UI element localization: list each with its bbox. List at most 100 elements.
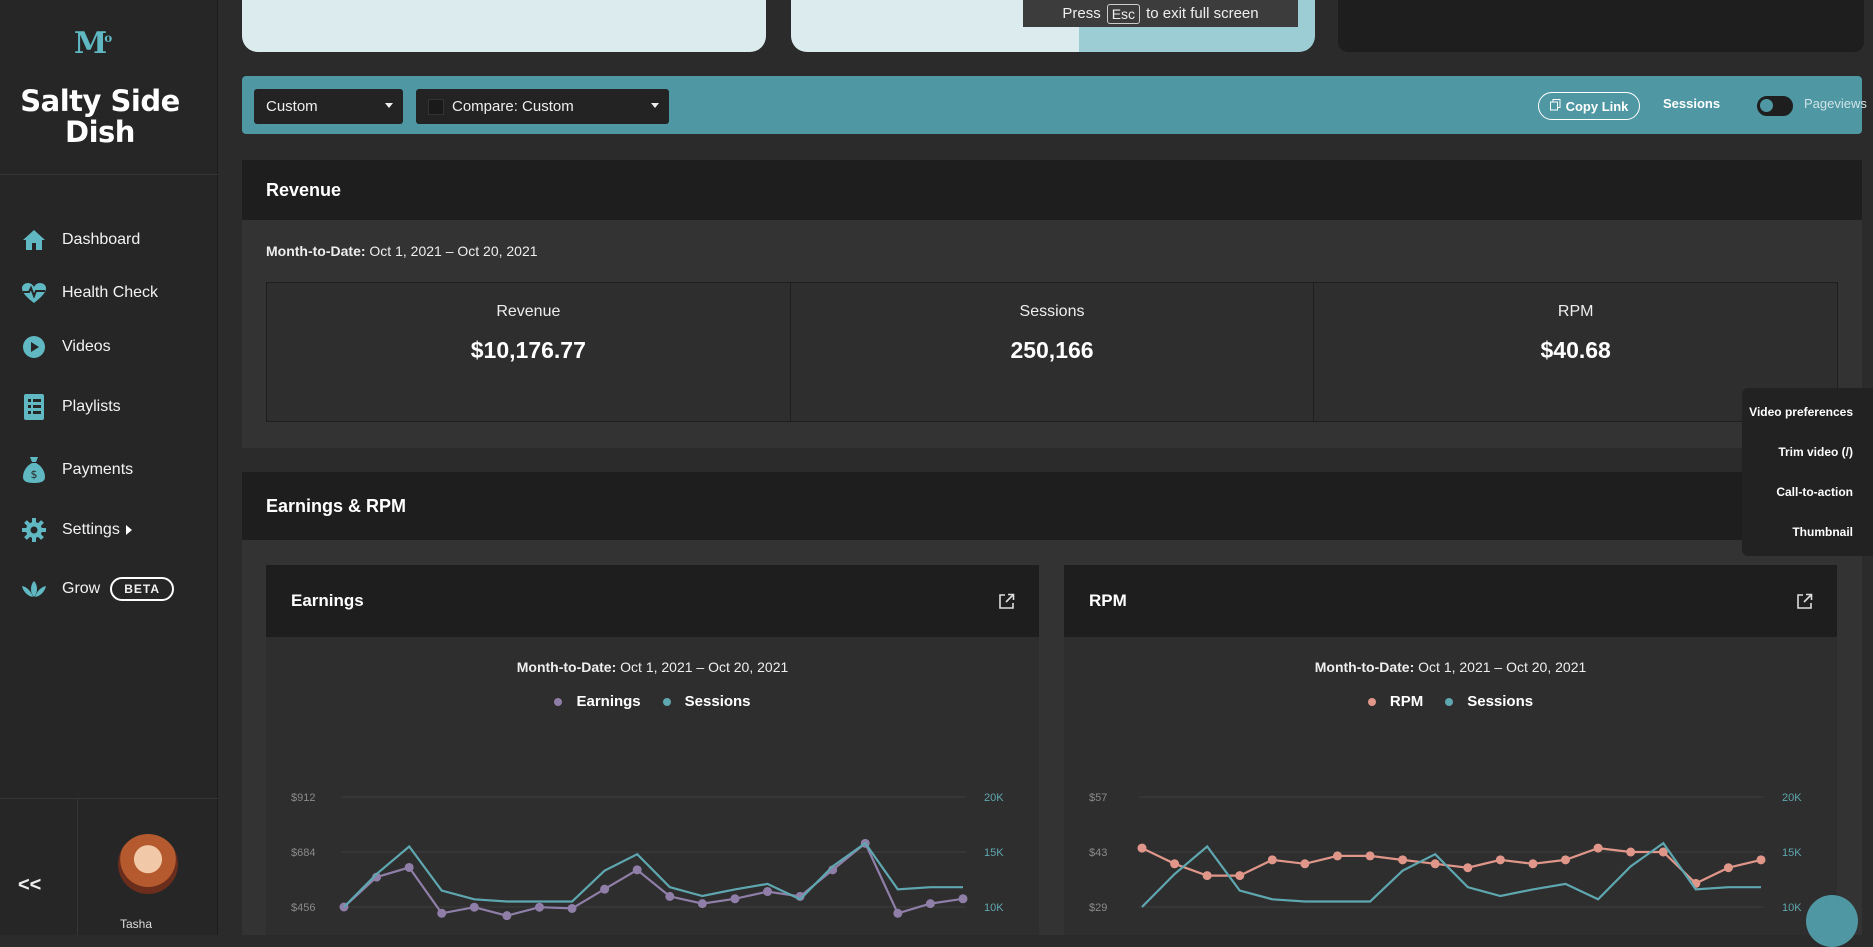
sidebar-item-grow[interactable]: Grow BETA (20, 573, 175, 605)
data-point (828, 865, 838, 875)
y-tick-left: $684 (291, 847, 315, 859)
stat-label: RPM (1557, 303, 1594, 320)
data-point (502, 911, 512, 921)
date-range-select[interactable]: Custom (254, 89, 403, 124)
legend-dot (662, 698, 671, 707)
data-point (1463, 863, 1473, 873)
chart-title: Earnings (291, 591, 364, 610)
sidebar-item-label: Grow (62, 580, 101, 597)
external-link-icon[interactable] (1796, 593, 1813, 610)
period-prefix: Month-to-Date: (266, 243, 366, 259)
series-line (1141, 841, 1761, 908)
stat-label: Sessions (1019, 303, 1085, 320)
gear-icon (20, 516, 48, 544)
stat-value: 250,166 (1010, 337, 1094, 363)
sidebar-item-dashboard[interactable]: Dashboard (20, 224, 140, 256)
svg-text:$: $ (31, 468, 38, 481)
sidebar-item-playlists[interactable]: Playlists (20, 391, 121, 423)
legend-dot (1367, 698, 1376, 707)
series-line (1141, 846, 1762, 885)
site-name: Salty Side Dish (20, 84, 180, 149)
legend-dot (554, 698, 563, 707)
sessions-pageviews-toggle[interactable] (1757, 96, 1793, 116)
beta-badge: BETA (110, 577, 175, 601)
data-point (469, 902, 479, 912)
copy-link-button[interactable]: Copy Link (1538, 92, 1640, 120)
y-tick-left: $29 (1089, 902, 1107, 914)
menu-item-thumbnail[interactable]: Thumbnail (1792, 525, 1853, 539)
data-point (632, 865, 642, 875)
legend-label: Sessions (684, 693, 751, 710)
menu-item-video-preferences[interactable]: Video preferences (1749, 405, 1853, 419)
sidebar-item-label: Videos (62, 338, 111, 355)
data-point (1300, 859, 1310, 869)
sidebar-item-label: Payments (62, 461, 134, 478)
menu-item-call-to-action[interactable]: Call-to-action (1776, 485, 1853, 499)
series-line (343, 841, 964, 917)
legend-item[interactable]: Sessions (1445, 693, 1533, 710)
chart-header: Earnings (266, 565, 1039, 637)
y-tick-left: $57 (1089, 792, 1107, 804)
toggle-label-sessions: Sessions (1663, 96, 1721, 111)
video-options-menu: Video preferences Trim video (/) Call-to… (1742, 388, 1873, 556)
period-range: Oct 1, 2021 – Oct 20, 2021 (369, 243, 538, 259)
y-tick-left: $456 (291, 902, 315, 914)
data-point (1658, 847, 1668, 857)
divider (77, 798, 78, 935)
revenue-panel: Revenue Month-to-Date: Oct 1, 2021 – Oct… (242, 160, 1862, 448)
menu-item-trim-video[interactable]: Trim video (/) (1778, 445, 1853, 459)
sidebar-item-videos[interactable]: Videos (20, 331, 111, 363)
legend-dot (1445, 698, 1454, 707)
checkbox-icon[interactable] (428, 98, 444, 115)
data-point (1267, 855, 1277, 865)
sidebar-item-settings[interactable]: Settings (20, 514, 132, 546)
data-point (1332, 851, 1342, 861)
top-card (242, 0, 766, 52)
data-point (567, 903, 577, 913)
data-point (437, 908, 447, 918)
avatar[interactable] (118, 834, 178, 894)
data-point (1528, 859, 1538, 869)
data-point (372, 872, 382, 882)
sidebar-item-label: Dashboard (62, 231, 141, 248)
legend-item[interactable]: RPM (1367, 693, 1424, 710)
legend-item[interactable]: Earnings (554, 693, 641, 710)
period-prefix: Month-to-Date: (1314, 659, 1415, 675)
stat-value: $10,176.77 (470, 337, 586, 363)
data-point (730, 894, 740, 904)
compare-select[interactable]: Compare: Custom (416, 89, 669, 124)
data-point (1593, 843, 1603, 853)
toggle-label-pageviews: Pageviews (1804, 96, 1867, 111)
external-link-icon[interactable] (998, 593, 1015, 610)
data-point (893, 908, 903, 918)
divider (0, 174, 218, 175)
sidebar-item-payments[interactable]: $ Payments (20, 454, 133, 486)
chat-launcher-button[interactable] (1806, 895, 1858, 947)
home-icon (20, 226, 48, 254)
chart-title: RPM (1089, 591, 1127, 610)
sidebar-item-health-check[interactable]: Health Check (20, 277, 158, 309)
list-icon (20, 393, 48, 421)
data-point (1170, 859, 1180, 869)
data-point (1691, 878, 1701, 888)
fullscreen-banner: Press Esc to exit full screen (1023, 0, 1298, 27)
period-prefix: Month-to-Date: (516, 659, 617, 675)
stat-value: $40.68 (1540, 337, 1611, 363)
legend-label: Earnings (576, 693, 641, 710)
legend-label: RPM (1389, 693, 1424, 710)
data-point (1723, 863, 1733, 873)
data-point (665, 891, 675, 901)
y-tick-left: $43 (1089, 847, 1107, 859)
stats-grid: Revenue $10,176.77 Sessions 250,166 RPM … (266, 282, 1838, 422)
data-point (1235, 871, 1245, 881)
data-point (600, 884, 610, 894)
period-range: Oct 1, 2021 – Oct 20, 2021 (620, 659, 789, 675)
legend-item[interactable]: Sessions (662, 693, 751, 710)
period-label: Month-to-Date: Oct 1, 2021 – Oct 20, 202… (266, 243, 538, 259)
data-point (1626, 847, 1636, 857)
banner-text: to exit full screen (1146, 5, 1259, 22)
select-value: Custom (266, 98, 318, 115)
sidebar-item-label: Playlists (62, 398, 121, 415)
collapse-sidebar-button[interactable]: << (18, 874, 42, 896)
mediavine-logo-icon[interactable]: Mo (74, 26, 113, 61)
